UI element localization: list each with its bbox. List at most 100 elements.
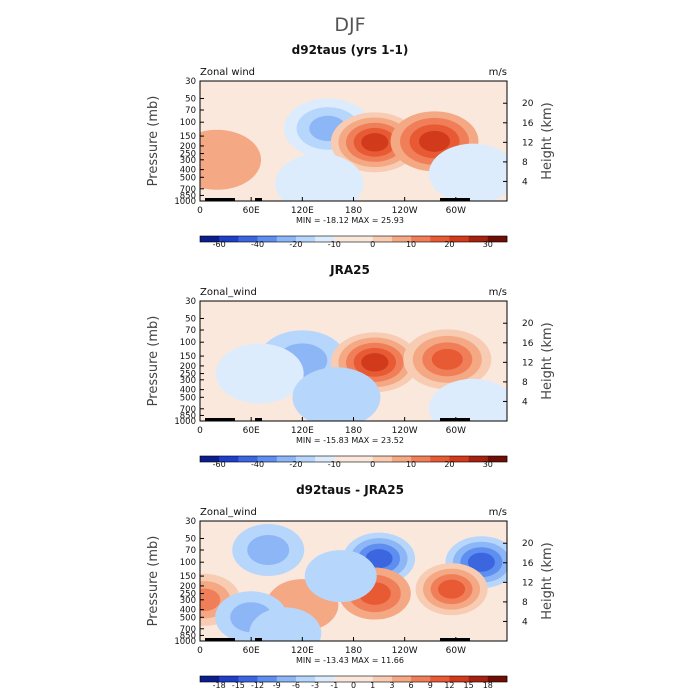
colorbar-swatch: [430, 676, 450, 682]
colorbar-swatch: [238, 236, 258, 242]
x-tick-label: 180: [345, 646, 362, 656]
topography: [205, 418, 235, 421]
y2-tick-label: 4: [522, 617, 528, 627]
contour-level: [431, 348, 463, 370]
colorbar-swatch: [353, 676, 373, 682]
y-tick-label: 250: [180, 370, 196, 380]
colorbar-swatch: [468, 456, 489, 462]
colorbar-tick-label: 0: [370, 240, 375, 249]
y-tick-label: 30: [185, 517, 196, 527]
panel-title: d92taus - JRA25: [296, 483, 404, 497]
y2-axis-label: Height (km): [540, 542, 555, 619]
contour-level: [419, 130, 451, 152]
stats-label: MIN = -18.12 MAX = 25.93: [296, 216, 404, 225]
colorbar-swatch: [315, 676, 335, 682]
colorbar-swatch: [315, 456, 335, 462]
topography: [440, 418, 470, 421]
y-tick-label: 100: [180, 338, 196, 348]
panel-title: d92taus (yrs 1-1): [292, 43, 409, 57]
y-tick-label: 30: [185, 297, 196, 307]
variable-label: Zonal_wind: [200, 507, 257, 518]
colorbar-swatch: [257, 456, 278, 462]
contour-level: [428, 143, 507, 201]
x-tick-label: 60W: [446, 646, 466, 656]
colorbar-tick-label: 18: [483, 681, 493, 690]
y-tick-label: 850: [180, 631, 196, 641]
contour-level: [292, 367, 381, 421]
colorbar-swatch: [219, 676, 239, 682]
y-tick-label: 30: [185, 77, 196, 87]
y-axis-label: Pressure (mb): [146, 536, 161, 627]
y2-tick-label: 20: [522, 539, 534, 549]
colorbar-swatch: [334, 456, 354, 462]
x-tick-label: 180: [345, 426, 362, 436]
colorbar-tick-label: -15: [232, 681, 245, 690]
colorbar-swatch: [468, 236, 489, 242]
colorbar-swatch: [200, 236, 220, 242]
colorbar-swatch: [430, 456, 450, 462]
colorbar-tick-label: 10: [406, 460, 416, 469]
colorbar-swatch: [295, 236, 316, 242]
colorbar-tick-label: 30: [483, 240, 493, 249]
colorbar-swatch: [391, 676, 412, 682]
y-tick-label: 850: [180, 191, 196, 201]
colorbar-swatch: [372, 676, 393, 682]
colorbar-swatch: [295, 456, 316, 462]
colorbar-swatch: [334, 236, 354, 242]
colorbar-swatch: [487, 676, 508, 682]
y-tick-label: 700: [180, 625, 196, 635]
colorbar-swatch: [257, 676, 278, 682]
colorbar-tick-label: -9: [273, 681, 281, 690]
y-tick-label: 50: [185, 534, 196, 544]
y2-tick-label: 4: [522, 397, 528, 407]
x-tick-label: 0: [197, 426, 203, 436]
y2-axis-label: Height (km): [540, 102, 555, 179]
y2-tick-label: 4: [522, 177, 528, 187]
colorbar-swatch: [276, 676, 297, 682]
y2-tick-label: 16: [522, 119, 534, 129]
colorbar-swatch: [449, 456, 469, 462]
y-axis-label: Pressure (mb): [146, 96, 161, 187]
y-tick-label: 850: [180, 411, 196, 421]
y-tick-label: 50: [185, 314, 196, 324]
colorbar-tick-label: 6: [409, 681, 414, 690]
y-tick-label: 700: [180, 185, 196, 195]
x-tick-label: 120W: [392, 646, 418, 656]
y-tick-label: 200: [180, 362, 196, 372]
colorbar-tick-label: -6: [292, 681, 300, 690]
colorbar-tick-label: 30: [483, 460, 493, 469]
variable-label: Zonal wind: [200, 67, 255, 78]
colorbar-swatch: [487, 456, 508, 462]
contour-level: [200, 129, 262, 190]
colorbar: -60 -40 -20 -10 0 10 20 30: [199, 235, 508, 249]
colorbar-swatch: [430, 236, 450, 242]
units-label: m/s: [489, 507, 507, 518]
panel-1: d92taus (yrs 1-1)Zonal wind m/s3050701001…: [146, 43, 555, 249]
units-label: m/s: [489, 287, 507, 298]
y-tick-label: 250: [180, 590, 196, 600]
contour-level: [215, 343, 304, 404]
y-tick-label: 500: [180, 613, 196, 623]
colorbar-swatch: [353, 236, 373, 242]
x-tick-label: 60W: [446, 426, 466, 436]
y-tick-label: 150: [180, 572, 196, 582]
colorbar: -60 -40 -20 -10 0 10 20 30: [199, 455, 508, 469]
contour-level: [200, 588, 221, 612]
contour-fill: [200, 523, 507, 641]
contour-level: [467, 552, 495, 572]
colorbar-tick-label: -10: [328, 460, 341, 469]
contour-level: [361, 353, 389, 372]
colorbar-tick-label: -20: [289, 460, 302, 469]
colorbar-tick-label: -18: [213, 681, 226, 690]
contour-level: [361, 133, 389, 152]
colorbar-tick-label: 1: [370, 681, 375, 690]
y-tick-label: 50: [185, 94, 196, 104]
colorbar-swatch: [372, 456, 393, 462]
colorbar-tick-label: -40: [251, 460, 264, 469]
x-tick-label: 60W: [446, 206, 466, 216]
y-tick-label: 500: [180, 173, 196, 183]
x-tick-label: 0: [197, 646, 203, 656]
y2-tick-label: 8: [522, 378, 528, 388]
colorbar-swatch: [487, 236, 508, 242]
